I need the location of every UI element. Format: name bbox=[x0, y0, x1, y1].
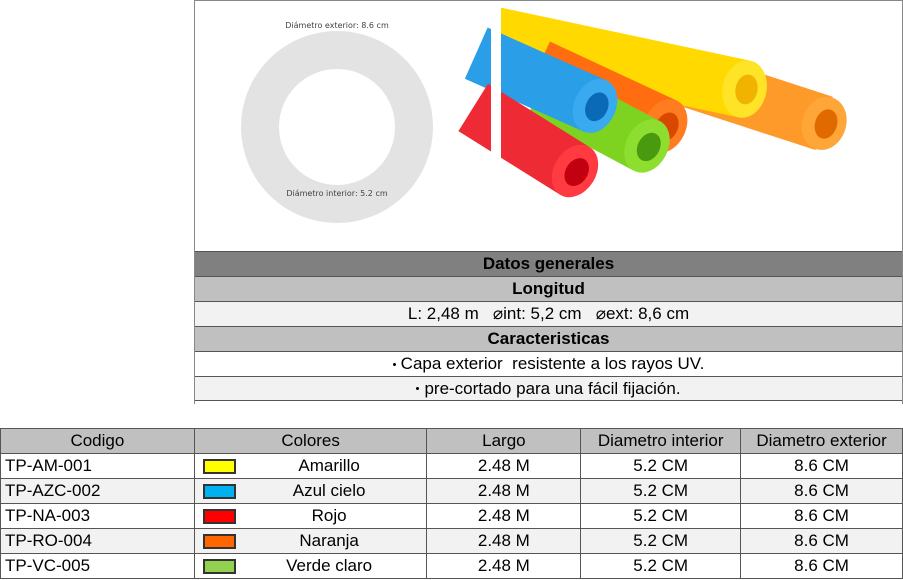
product-table: Codigo Colores Largo Diametro interior D… bbox=[0, 428, 903, 579]
table-row: TP-NA-003 Rojo 2.48 M 5.2 CM 8.6 CM bbox=[0, 503, 903, 529]
table-header-row: Codigo Colores Largo Diametro interior D… bbox=[0, 428, 903, 454]
diametro-exterior-cell: 8.6 CM bbox=[740, 553, 903, 579]
color-name: Verde claro bbox=[286, 556, 373, 575]
color-name: Azul cielo bbox=[292, 481, 366, 500]
color-cell: Verde claro bbox=[193, 553, 428, 579]
color-cell: Azul cielo bbox=[193, 478, 428, 504]
largo-cell: 2.48 M bbox=[426, 553, 582, 579]
largo-cell: 2.48 M bbox=[426, 528, 582, 554]
feature-text: Capa exterior resistente a los rayos UV. bbox=[400, 354, 705, 373]
code-cell: TP-AZC-002 bbox=[0, 478, 195, 504]
diametro-exterior-cell: 8.6 CM bbox=[740, 453, 903, 479]
section-title: Datos generales bbox=[195, 251, 902, 276]
foam-tubes-photo bbox=[458, 1, 847, 251]
color-swatch bbox=[202, 484, 236, 499]
color-name: Naranja bbox=[299, 531, 359, 550]
feature-text: pre-cortado para una fácil fijación. bbox=[424, 378, 681, 398]
color-cell: Amarillo bbox=[193, 453, 428, 479]
diametro-interior-cell: 5.2 CM bbox=[580, 453, 742, 479]
header-codigo: Codigo bbox=[0, 428, 195, 454]
diametro-exterior-cell: 8.6 CM bbox=[740, 503, 903, 529]
diametro-interior-cell: 5.2 CM bbox=[580, 503, 742, 529]
ring-diagram: Diámetro exterior: 8.6 cm Diámetro inter… bbox=[241, 1, 847, 251]
code-cell: TP-VC-005 bbox=[0, 553, 195, 579]
code-cell: TP-NA-003 bbox=[0, 503, 195, 529]
product-images: Diámetro exterior: 8.6 cm Diámetro inter… bbox=[195, 1, 902, 251]
table-row: TP-AM-001 Amarillo 2.48 M 5.2 CM 8.6 CM bbox=[0, 453, 903, 479]
diametro-exterior-cell: 8.6 CM bbox=[740, 478, 903, 504]
code-cell: TP-AM-001 bbox=[0, 453, 195, 479]
outer-diameter-label: Diámetro exterior: 8.6 cm bbox=[285, 21, 389, 30]
bullet-icon bbox=[392, 362, 396, 366]
color-swatch bbox=[202, 534, 236, 549]
largo-cell: 2.48 M bbox=[426, 453, 582, 479]
color-name: Amarillo bbox=[298, 456, 360, 475]
largo-cell: 2.48 M bbox=[426, 478, 582, 504]
diametro-interior-cell: 5.2 CM bbox=[580, 528, 742, 554]
color-swatch bbox=[202, 559, 236, 574]
feature-item: Capa exterior resistente a los rayos UV. bbox=[195, 351, 902, 376]
color-cell: Naranja bbox=[193, 528, 428, 554]
header-diametro-exterior: Diametro exterior bbox=[740, 428, 903, 454]
product-info-panel: Diámetro exterior: 8.6 cm Diámetro inter… bbox=[194, 0, 903, 404]
table-row: TP-VC-005 Verde claro 2.48 M 5.2 CM 8.6 … bbox=[0, 553, 903, 579]
code-cell: TP-RO-004 bbox=[0, 528, 195, 554]
diametro-exterior-cell: 8.6 CM bbox=[740, 528, 903, 554]
table-row: TP-RO-004 Naranja 2.48 M 5.2 CM 8.6 CM bbox=[0, 528, 903, 554]
inner-diameter-label: Diámetro interior: 5.2 cm bbox=[286, 189, 387, 198]
table-row: TP-AZC-002 Azul cielo 2.48 M 5.2 CM 8.6 … bbox=[0, 478, 903, 504]
color-name: Rojo bbox=[311, 506, 347, 525]
color-swatch bbox=[202, 509, 236, 524]
diametro-interior-cell: 5.2 CM bbox=[580, 553, 742, 579]
header-colores: Colores bbox=[193, 428, 428, 454]
largo-cell: 2.48 M bbox=[426, 503, 582, 529]
caracteristicas-header: Caracteristicas bbox=[195, 326, 902, 351]
header-largo: Largo bbox=[426, 428, 582, 454]
longitud-header: Longitud bbox=[195, 276, 902, 301]
color-swatch bbox=[202, 459, 236, 474]
dimensions-text: L: 2,48 m ⌀int: 5,2 cm ⌀ext: 8,6 cm bbox=[195, 301, 902, 326]
feature-item: pre-cortado para una fácil fijación. bbox=[195, 376, 902, 401]
bullet-icon bbox=[416, 387, 420, 390]
diametro-interior-cell: 5.2 CM bbox=[580, 478, 742, 504]
color-cell: Rojo bbox=[193, 503, 428, 529]
ring-shape bbox=[241, 31, 433, 223]
header-diametro-interior: Diametro interior bbox=[580, 428, 742, 454]
